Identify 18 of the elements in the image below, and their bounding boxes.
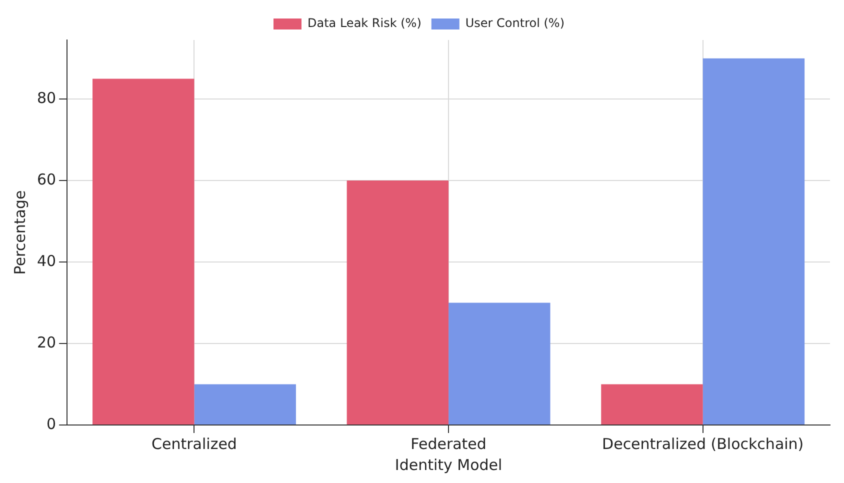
y-tick-label: 0 xyxy=(46,414,56,433)
legend-label: Data Leak Risk (%) xyxy=(307,16,422,30)
bar xyxy=(702,58,805,424)
x-axis-title: Identity Model xyxy=(394,456,502,474)
x-tick-label: Centralized xyxy=(152,434,237,453)
y-tick-label: 60 xyxy=(36,170,56,188)
y-tick-label: 40 xyxy=(36,252,56,270)
bar xyxy=(346,180,449,424)
bar xyxy=(92,78,194,424)
legend-label: User Control (%) xyxy=(465,16,565,30)
y-tick-label: 20 xyxy=(36,333,56,352)
bar xyxy=(194,384,296,424)
x-tick-label: Federated xyxy=(410,434,486,453)
bar xyxy=(448,302,550,424)
x-tick-label: Decentralized (Blockchain) xyxy=(602,434,804,453)
y-tick-label: 80 xyxy=(36,88,56,107)
bar xyxy=(601,384,703,424)
y-axis-title: Percentage xyxy=(10,190,29,275)
